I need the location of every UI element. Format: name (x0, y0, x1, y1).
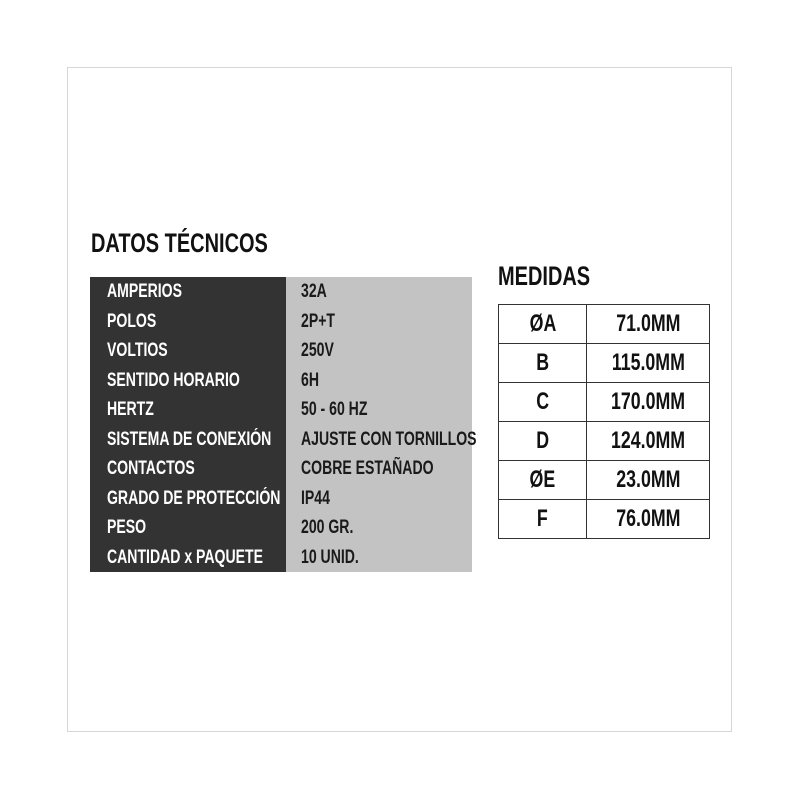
medida-row: B 115.0MM (498, 343, 710, 383)
medida-value: 23.0MM (586, 460, 710, 500)
spec-row: PESO 200 GR. (90, 513, 472, 543)
spec-label: POLOS (107, 310, 157, 332)
medida-row: C 170.0MM (498, 382, 710, 422)
spec-label: SISTEMA DE CONEXIÓN (107, 428, 272, 450)
specs-label-column (90, 277, 286, 572)
medida-value: 71.0MM (586, 304, 710, 344)
spec-label: CONTACTOS (107, 458, 195, 479)
medida-value: 76.0MM (586, 499, 710, 539)
spec-value: AJUSTE CON TORNILLOS (301, 428, 477, 450)
spec-row: SISTEMA DE CONEXIÓN AJUSTE CON TORNILLOS (90, 425, 477, 455)
specs-value-column (286, 277, 472, 572)
medida-value: 124.0MM (586, 421, 710, 461)
spec-row: VOLTIOS 250V (90, 336, 472, 366)
medida-label: B (498, 343, 587, 383)
medida-label: F (498, 499, 587, 539)
medida-label: ØA (498, 304, 587, 344)
specs-table: AMPERIOS 32A POLOS 2P+T VOLTIOS 250V SENTIDO H… (90, 277, 477, 573)
medidas-table: ØA 71.0MM B 115.0MM C 170.0MM D 124.0MM ØE 23.0MM… (498, 304, 710, 539)
spec-row: AMPERIOS 32A (90, 277, 472, 307)
image-frame (67, 67, 732, 732)
spec-value: 2P+T (301, 310, 336, 332)
spec-label: SENTIDO HORARIO (107, 369, 240, 391)
spec-row: CANTIDAD x PAQUETE 10 UNID. (90, 543, 472, 573)
spec-value: 32A (301, 281, 327, 302)
spec-value: 200 GR. (301, 517, 354, 538)
spec-label: CANTIDAD x PAQUETE (107, 546, 263, 568)
spec-row: SENTIDO HORARIO 6H (90, 366, 472, 396)
medida-value: 115.0MM (586, 343, 710, 383)
spec-value: 6H (301, 369, 319, 391)
spec-label: HERTZ (107, 399, 154, 420)
medida-label: ØE (498, 460, 587, 500)
spec-label: PESO (107, 517, 147, 538)
medida-value: 170.0MM (586, 382, 710, 422)
spec-row: POLOS 2P+T (90, 307, 472, 337)
medidas-title: MEDIDAS (498, 261, 591, 291)
spec-value: 50 - 60 HZ (301, 399, 368, 420)
medida-row: F 76.0MM (498, 499, 710, 539)
spec-label: VOLTIOS (107, 340, 168, 361)
spec-value: COBRE ESTAÑADO (301, 458, 434, 479)
spec-row: GRADO DE PROTECCIÓN IP44 (90, 484, 472, 514)
medida-label: C (498, 382, 587, 422)
datos-tecnicos-title: DATOS TÉCNICOS (91, 228, 268, 258)
spec-value: 10 UNID. (301, 546, 359, 568)
spec-value: 250V (301, 340, 334, 361)
medida-row: ØE 23.0MM (498, 460, 710, 500)
spec-row: HERTZ 50 - 60 HZ (90, 395, 472, 425)
medida-row: ØA 71.0MM (498, 304, 710, 344)
spec-label: GRADO DE PROTECCIÓN (107, 487, 281, 509)
medida-label: D (498, 421, 587, 461)
medida-row: D 124.0MM (498, 421, 710, 461)
spec-label: AMPERIOS (107, 281, 183, 302)
spec-row: CONTACTOS COBRE ESTAÑADO (90, 454, 472, 484)
spec-value: IP44 (301, 487, 330, 509)
